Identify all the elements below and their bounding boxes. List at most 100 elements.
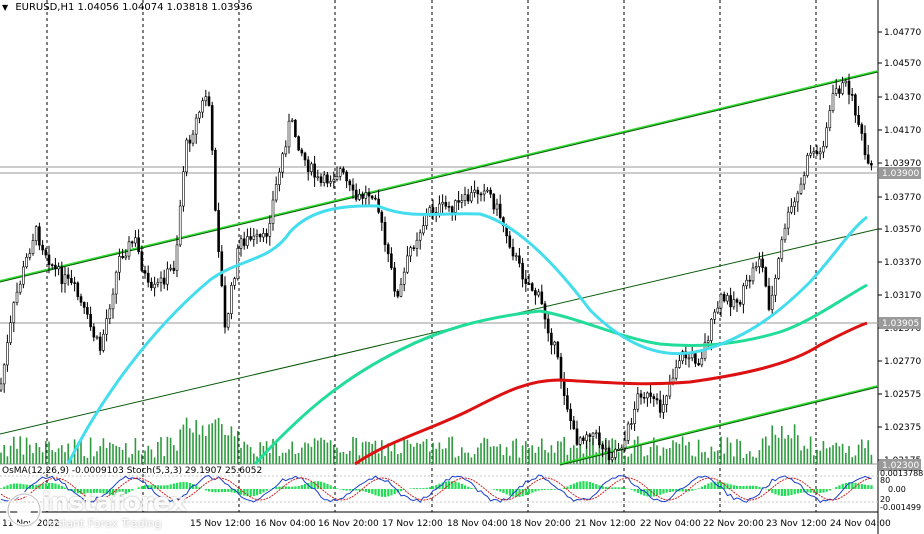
osma-bar [316,481,319,489]
candle-body [738,301,742,305]
osma-bar [598,485,601,489]
candle-body [182,171,185,207]
candle-body [562,379,566,397]
volume-bar [675,442,677,464]
volume-bar [733,456,735,464]
volume-bar [109,442,111,464]
osma-bar [547,489,550,490]
volume-bar [445,448,447,464]
candle-body [697,362,700,366]
candle-body [857,115,860,125]
volume-bar [461,447,463,464]
osma-bar [537,489,540,491]
volume-bar [509,455,511,464]
candle-body [553,341,556,346]
osma-bar [748,485,751,489]
volume-bar [118,447,121,464]
candle-body [255,234,259,237]
candle-body [866,154,870,164]
osma-bar [716,481,719,489]
osma-bar [342,489,345,491]
candle-body [137,237,140,252]
osma-bar [428,487,431,489]
volume-bar [38,447,41,464]
volume-bar [89,437,92,464]
osma-bar [19,483,22,489]
volume-bar [672,440,674,464]
candle-body [652,396,656,400]
volume-bar [349,450,351,464]
candle-body [63,274,67,284]
osma-bar [656,489,659,496]
osma-bar [457,482,460,489]
candle-body [9,322,12,343]
candle-body [98,336,102,351]
osma-bar [774,489,777,495]
osma-bar [230,489,233,493]
osma-bar [400,489,403,492]
osma-bar [409,488,412,489]
volume-bar [329,440,332,464]
osma-bar [297,485,300,489]
osma-bar [601,486,604,489]
volume-bar [800,450,802,464]
volume-bar [525,441,527,464]
candle-body [418,232,422,241]
candle-body [649,392,652,397]
osma-bar [848,482,851,489]
dropdown-triangle-icon[interactable]: ▼ [2,3,9,12]
candle-body [214,149,217,211]
osma-bar [12,483,15,489]
volume-bar [64,452,66,464]
osma-bar [867,485,870,489]
time-axis-label: 24 Nov 04:00 [830,519,891,529]
volume-bar [141,454,143,464]
osma-bar [704,485,707,489]
osma-bar [9,484,12,489]
osma-bar [329,485,332,489]
candle-body [306,159,310,172]
candle-body [134,237,137,244]
volume-bar [253,453,255,464]
osma-bar [176,482,179,489]
volume-bar [259,442,261,464]
candle-body [15,291,19,303]
osma-bar [576,482,579,489]
osma-bar [246,489,249,497]
candle-body [822,146,825,153]
volume-bar [377,453,380,464]
stochastic-signal-line [0,477,872,501]
high-value: 1.04074 [122,2,164,13]
candle-body [470,192,473,202]
volume-bar [451,436,453,464]
candle-body [530,283,534,291]
candle-body [844,80,848,84]
price-tick-label: 1.03570 [884,225,921,235]
volume-bar [502,455,505,464]
volume-bar [227,435,229,464]
volume-bar [134,438,137,464]
candle-body [758,258,761,267]
candle-body [358,194,361,200]
candle-body [194,117,198,135]
candle-body [233,278,236,286]
volume-bar [147,445,149,464]
candle-body [678,360,681,368]
candle-body [0,383,3,391]
osma-bar [563,487,566,489]
osma-bar [348,489,351,491]
candle-body [825,127,828,147]
candle-body [665,395,668,405]
volume-bar [41,452,44,464]
candle-body [642,396,646,399]
volume-bar [419,444,421,464]
osma-bar [182,481,185,489]
candle-body [12,302,16,324]
osma-bar [44,483,47,489]
osma-bar [595,484,598,489]
vertical-grid [46,0,817,512]
volume-bar [150,449,153,464]
osma-bar [604,486,607,489]
volume-bar [486,438,489,464]
